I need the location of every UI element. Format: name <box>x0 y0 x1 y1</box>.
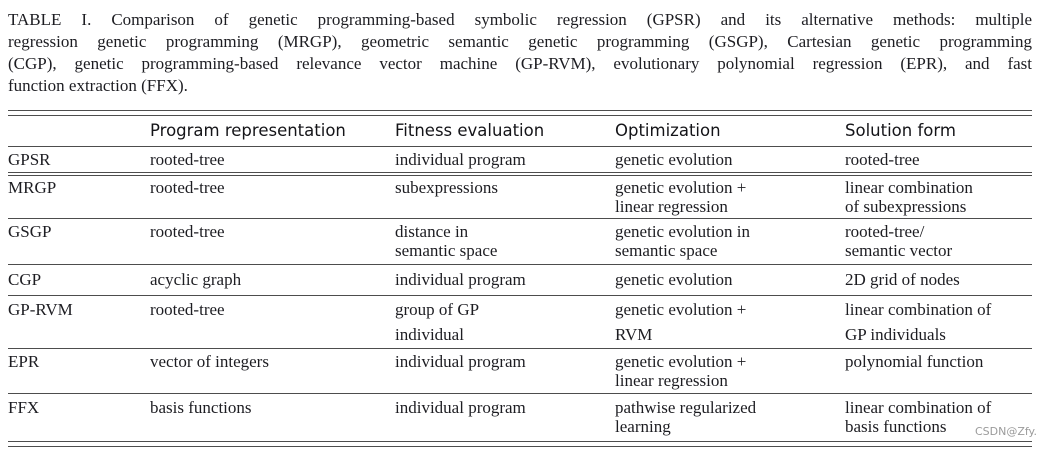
caption-line: function extraction (FFX). <box>8 76 188 95</box>
csdn-watermark: CSDN@Zfy. <box>974 425 1037 438</box>
cell-solution: rooted-tree <box>845 146 1032 174</box>
caption-line: regression genetic programming (MRGP), g… <box>8 32 1032 51</box>
method-name: GP-RVM <box>8 295 150 349</box>
cell-fitness: distance in semantic space <box>395 218 615 265</box>
cell-fitness: individual program <box>395 146 615 174</box>
cell-representation: rooted-tree <box>150 218 395 265</box>
cell-fitness: subexpressions <box>395 172 615 219</box>
method-name: MRGP <box>8 172 150 219</box>
cell-representation: basis functions <box>150 393 395 441</box>
cell-representation: rooted-tree <box>150 295 395 349</box>
table-caption: TABLE I. Comparison of genetic programmi… <box>8 9 1032 97</box>
column-header-representation: Program representation <box>150 121 346 140</box>
table-bottom-rule <box>8 441 1032 447</box>
column-header-optimization: Optimization <box>615 121 721 140</box>
method-name: EPR <box>8 348 150 394</box>
cell-optimization: genetic evolution <box>615 264 845 296</box>
cell-fitness: individual program <box>395 348 615 394</box>
cell-solution: 2D grid of nodes <box>845 264 1032 296</box>
table-row-gpsr: GPSR rooted-tree individual program gene… <box>8 146 1032 174</box>
cell-optimization: genetic evolution + linear regression <box>615 348 845 394</box>
method-name: CGP <box>8 264 150 296</box>
cell-solution: rooted-tree/ semantic vector <box>845 218 1032 265</box>
cell-optimization: genetic evolution + RVM <box>615 295 845 349</box>
caption-line: (CGP), genetic programming-based relevan… <box>8 54 1032 73</box>
method-name: GPSR <box>8 146 150 174</box>
table-container: Program representation Fitness evaluatio… <box>8 110 1032 447</box>
cell-optimization: genetic evolution in semantic space <box>615 218 845 265</box>
cell-optimization: genetic evolution <box>615 146 845 174</box>
table-row-cgp: CGP acyclic graph individual program gen… <box>8 264 1032 296</box>
table-row-gp-rvm: GP-RVM rooted-tree group of GP individua… <box>8 295 1032 349</box>
method-name: GSGP <box>8 218 150 265</box>
cell-fitness: group of GP individual <box>395 295 615 349</box>
column-header-solution: Solution form <box>845 121 956 140</box>
table-top-rule <box>8 110 1032 116</box>
cell-solution: linear combination of GP individuals <box>845 295 1032 349</box>
table-row-gsgp: GSGP rooted-tree distance in semantic sp… <box>8 218 1032 265</box>
cell-optimization: genetic evolution + linear regression <box>615 172 845 219</box>
column-header-method <box>8 116 150 147</box>
table-row-mrgp: MRGP rooted-tree subexpressions genetic … <box>8 172 1032 219</box>
header-row: Program representation Fitness evaluatio… <box>8 116 1032 147</box>
cell-representation: vector of integers <box>150 348 395 394</box>
comparison-table: Program representation Fitness evaluatio… <box>8 116 1032 441</box>
cell-representation: rooted-tree <box>150 146 395 174</box>
cell-optimization: pathwise regularized learning <box>615 393 845 441</box>
table-row-ffx: FFX basis functions individual program p… <box>8 393 1032 441</box>
cell-solution: linear combination of subexpressions <box>845 172 1032 219</box>
table-row-epr: EPR vector of integers individual progra… <box>8 348 1032 394</box>
cell-representation: acyclic graph <box>150 264 395 296</box>
cell-fitness: individual program <box>395 264 615 296</box>
cell-representation: rooted-tree <box>150 172 395 219</box>
method-name: FFX <box>8 393 150 441</box>
column-header-fitness: Fitness evaluation <box>395 121 545 140</box>
cell-fitness: individual program <box>395 393 615 441</box>
caption-line: TABLE I. Comparison of genetic programmi… <box>8 10 1032 29</box>
cell-solution: polynomial function <box>845 348 1032 394</box>
cell-solution: linear combination of basis functions <box>845 393 1032 441</box>
